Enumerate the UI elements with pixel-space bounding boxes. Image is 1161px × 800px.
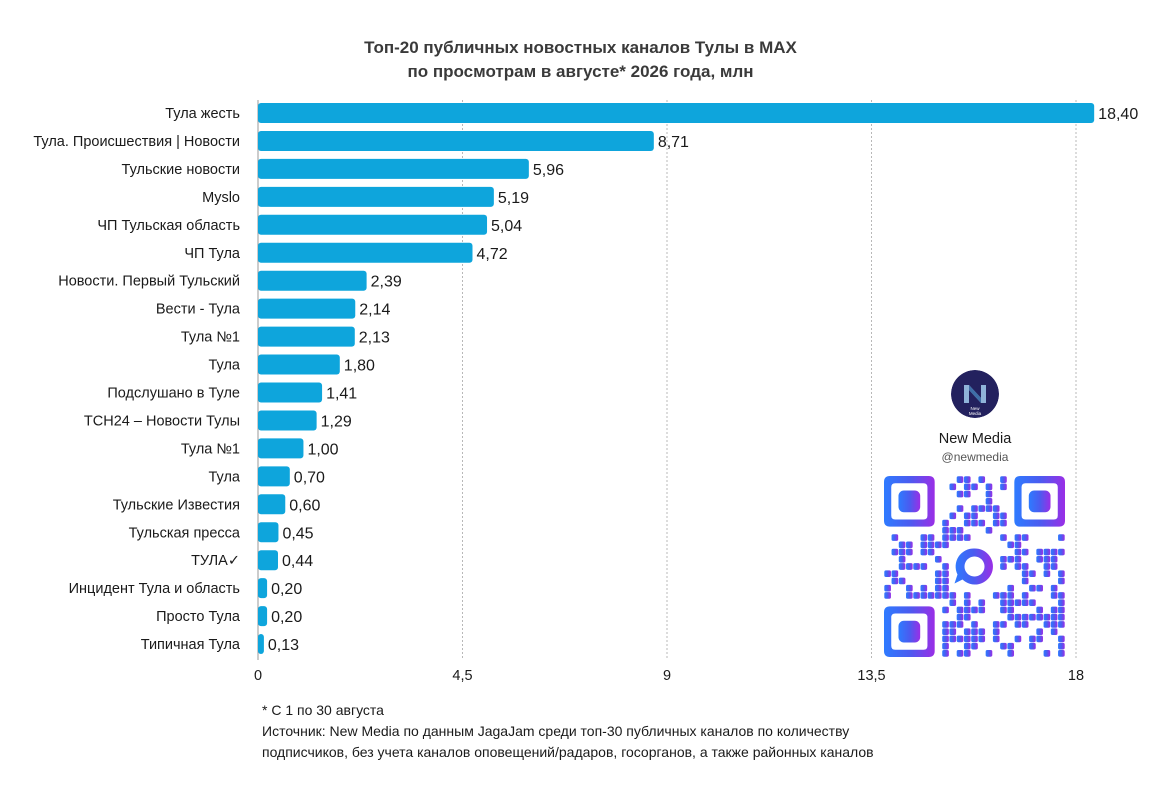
category-label: Вести - Тула [156, 302, 241, 318]
brand-handle: @newmedia [941, 450, 1009, 464]
chart-title-line-1: Топ-20 публичных новостных каналов Тулы … [364, 38, 797, 57]
source-line-1: Источник: New Media по данным JagaJam ср… [262, 723, 850, 739]
brand-block: New Media New Media @newmedia [885, 370, 1065, 464]
brand-name: New Media [938, 431, 1012, 447]
category-label: Тульские новости [122, 162, 240, 178]
value-label: 0,20 [271, 609, 302, 626]
bar [258, 270, 367, 291]
category-label: Тула [209, 469, 241, 485]
qr-code[interactable] [884, 476, 1065, 657]
qr-finder-center [1028, 490, 1051, 513]
chart-title-line-2: по просмотрам в августе* 2026 года, млн [407, 62, 754, 81]
category-label: Типичная Тула [141, 637, 241, 653]
value-label: 0,44 [282, 553, 313, 570]
value-label: 5,04 [491, 218, 522, 235]
value-label: 0,60 [289, 497, 320, 514]
bar [258, 606, 268, 627]
bar [258, 326, 355, 347]
bar [258, 130, 654, 151]
bar [258, 103, 1095, 123]
category-label: Тула жесть [165, 106, 240, 122]
bar [258, 522, 279, 543]
value-label: 2,13 [359, 330, 390, 347]
value-label: 1,00 [307, 441, 338, 458]
value-label: 0,20 [271, 581, 302, 598]
category-label: Подслушано в Туле [107, 386, 240, 402]
svg-text:Media: Media [969, 411, 982, 416]
source-line-2: подписчиков, без учета каналов оповещени… [262, 744, 874, 760]
category-label: Тульские Известия [113, 497, 240, 513]
chart-title: Топ-20 публичных новостных каналов Тулы … [0, 36, 1161, 84]
category-label: Тула №1 [181, 441, 240, 457]
category-label: Просто Тула [156, 609, 241, 625]
x-tick-label: 18 [1068, 668, 1084, 684]
category-label: Тула. Происшествия | Новости [33, 134, 240, 150]
bar [258, 494, 286, 515]
value-label: 1,80 [344, 358, 375, 375]
value-label: 0,13 [268, 637, 299, 654]
category-label: Инцидент Тула и область [69, 581, 240, 597]
qr-finder-center [898, 490, 921, 513]
value-label: 18,40 [1098, 106, 1138, 123]
x-tick-label: 4,5 [452, 668, 472, 684]
value-label: 5,96 [533, 162, 564, 179]
bar-chart: 0 4,5 9 13,5 18 Тула жесть 18,40 Тула. Происшес… [33, 100, 1138, 684]
bar [258, 438, 304, 459]
chart-notes: * С 1 по 30 августа Источник: New Media … [262, 700, 1022, 763]
qr-finder-center [898, 620, 921, 643]
category-label: ТСН24 – Новости Тулы [84, 413, 240, 429]
bar [258, 354, 340, 375]
value-label: 8,71 [658, 134, 689, 151]
category-label: Myslo [202, 190, 240, 206]
value-label: 4,72 [476, 246, 507, 263]
category-label: ЧП Тульская область [97, 218, 240, 234]
qr-finder-pattern [884, 476, 935, 527]
value-label: 1,41 [326, 386, 357, 403]
category-label: ЧП Тула [184, 246, 241, 262]
new-media-logo-icon: New Media [951, 370, 999, 418]
bar [258, 298, 356, 319]
category-label: Новости. Первый Тульский [58, 274, 240, 290]
bar [258, 242, 473, 263]
value-label: 0,45 [282, 525, 313, 542]
value-label: 5,19 [498, 190, 529, 207]
category-label: Тула [209, 358, 241, 374]
bar [258, 578, 268, 599]
qr-finder-pattern [1014, 476, 1065, 527]
chat-bubble-icon [954, 548, 993, 585]
bar [258, 466, 290, 487]
logo-text: New [970, 406, 980, 411]
value-label: 2,14 [359, 302, 390, 319]
bar [258, 214, 488, 235]
value-label: 2,39 [371, 274, 402, 291]
value-label: 1,29 [321, 413, 352, 430]
x-tick-label: 0 [254, 668, 262, 684]
bar [258, 550, 278, 571]
value-label: 0,70 [294, 469, 325, 486]
x-tick-label: 9 [663, 668, 671, 684]
category-label: Тула №1 [181, 330, 240, 346]
qr-finder-pattern [884, 606, 935, 657]
bar [258, 410, 317, 431]
x-tick-label: 13,5 [857, 668, 885, 684]
bar [258, 634, 264, 655]
bar [258, 186, 494, 207]
bar [258, 158, 529, 179]
category-label: ТУЛА✓ [191, 553, 240, 569]
bar [258, 382, 323, 403]
category-label: Тульская пресса [129, 525, 241, 541]
footnote: * С 1 по 30 августа [262, 702, 384, 718]
